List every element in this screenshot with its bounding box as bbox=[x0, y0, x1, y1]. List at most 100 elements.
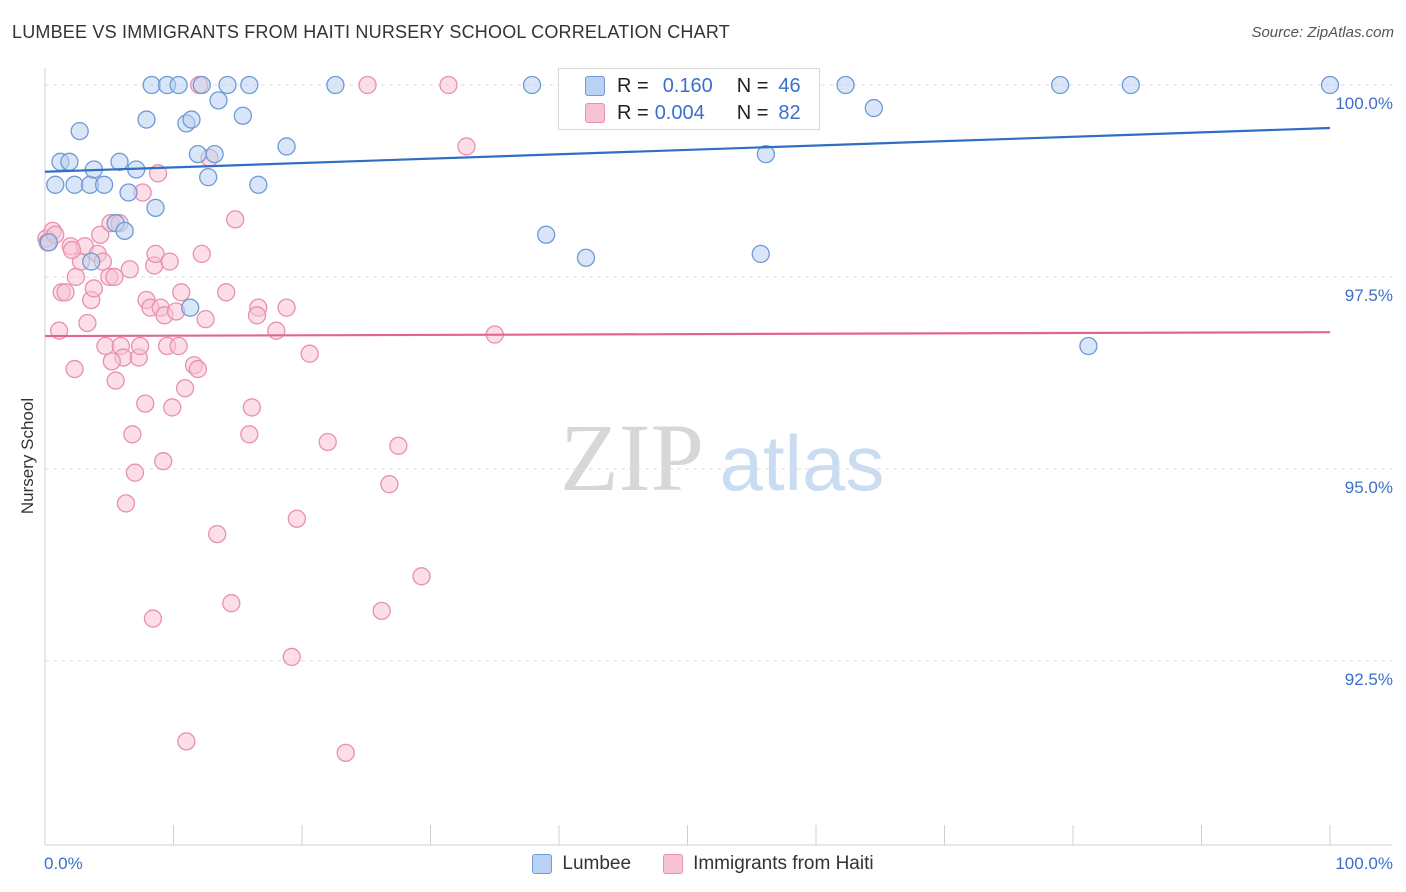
y-tick-label: 92.5% bbox=[1345, 670, 1393, 689]
haiti-point bbox=[282, 647, 301, 667]
series-legend: Lumbee Immigrants from Haiti bbox=[0, 852, 1406, 876]
haiti-point bbox=[66, 267, 85, 287]
haiti-point bbox=[123, 425, 142, 444]
data-points bbox=[37, 75, 1340, 763]
watermark: ZIP atlas bbox=[560, 404, 884, 511]
y-tick-label: 100.0% bbox=[1335, 94, 1393, 113]
lumbee-point bbox=[188, 144, 208, 164]
lumbee-point bbox=[1121, 75, 1140, 95]
lumbee-point bbox=[65, 175, 84, 194]
lumbee-point bbox=[39, 233, 59, 252]
lumbee-point bbox=[240, 75, 259, 95]
haiti-point bbox=[439, 75, 458, 95]
x-tick-label: 100.0% bbox=[1335, 854, 1393, 873]
haiti-point bbox=[125, 463, 145, 482]
lumbee-point bbox=[864, 98, 883, 118]
haiti-point bbox=[160, 252, 179, 271]
lumbee-point bbox=[169, 75, 188, 95]
haiti-point bbox=[208, 524, 227, 544]
lumbee-point bbox=[1079, 336, 1098, 356]
lumbee-point bbox=[522, 75, 542, 95]
n-label: N = bbox=[736, 101, 769, 124]
lumbee-point bbox=[60, 152, 79, 171]
lumbee-point bbox=[233, 106, 253, 125]
haiti-point bbox=[120, 260, 139, 279]
lumbee-point bbox=[199, 167, 218, 187]
haiti-point bbox=[389, 436, 408, 455]
haiti-point bbox=[130, 336, 150, 356]
haiti-point bbox=[380, 475, 399, 494]
source-credit: Source: ZipAtlas.com bbox=[1251, 24, 1394, 41]
haiti-point bbox=[65, 359, 84, 379]
haiti-point bbox=[318, 432, 337, 452]
n-value: 82 bbox=[778, 101, 801, 124]
lumbee-point bbox=[326, 75, 345, 95]
haiti-point bbox=[175, 379, 195, 398]
axes bbox=[44, 68, 1392, 846]
haiti-point bbox=[163, 398, 182, 417]
gridlines bbox=[45, 84, 1392, 662]
haiti-point bbox=[106, 371, 125, 390]
haiti-point bbox=[169, 336, 188, 356]
haiti-point bbox=[192, 244, 211, 264]
haiti-point bbox=[457, 137, 476, 156]
lumbee-point bbox=[756, 144, 776, 164]
r-label: R = bbox=[617, 101, 649, 124]
lumbee-point bbox=[1051, 75, 1070, 95]
lumbee-point bbox=[119, 183, 138, 202]
haiti-point bbox=[154, 452, 173, 471]
haiti-point bbox=[146, 244, 165, 264]
lumbee-point bbox=[249, 175, 268, 194]
haiti-point bbox=[56, 283, 75, 302]
haiti-point bbox=[136, 394, 155, 413]
haiti-point bbox=[116, 494, 136, 513]
legend-item-haiti: Immigrants from Haiti bbox=[663, 853, 874, 875]
legend-label-lumbee: Lumbee bbox=[562, 853, 632, 874]
stats-legend: R = 0.160 N = 46 R = 0.004 N = 82 bbox=[558, 68, 820, 130]
haiti-point bbox=[96, 336, 115, 356]
lumbee-point bbox=[277, 137, 296, 156]
tick-labels: 100.0% 97.5% 95.0% 92.5% 0.0% 100.0% bbox=[44, 94, 1393, 873]
lumbee-point bbox=[70, 121, 89, 141]
haiti-point bbox=[336, 743, 355, 763]
lumbee-point bbox=[537, 225, 556, 244]
r-value: 0.004 bbox=[654, 101, 705, 124]
lumbee-point bbox=[115, 221, 134, 241]
lumbee-point bbox=[205, 144, 224, 164]
haiti-point bbox=[267, 321, 286, 340]
haiti-point bbox=[242, 398, 262, 417]
haiti-point bbox=[177, 732, 196, 751]
haiti-point bbox=[78, 313, 97, 333]
legend-label-haiti: Immigrants from Haiti bbox=[693, 853, 874, 874]
lumbee-swatch bbox=[585, 76, 605, 96]
haiti-point bbox=[62, 240, 82, 260]
lumbee-point bbox=[576, 248, 596, 267]
haiti-point bbox=[358, 75, 377, 95]
watermark-zip: ZIP bbox=[560, 404, 704, 511]
haiti-point bbox=[287, 509, 307, 528]
haiti-point bbox=[188, 359, 208, 379]
legend-item-lumbee: Lumbee bbox=[532, 853, 631, 875]
lumbee-point bbox=[82, 252, 101, 271]
haiti-point bbox=[240, 425, 259, 444]
lumbee-point bbox=[181, 298, 200, 317]
lumbee-point bbox=[1320, 75, 1340, 95]
haiti-point bbox=[91, 225, 110, 244]
lumbee-point bbox=[751, 244, 770, 264]
haiti-point bbox=[247, 306, 267, 325]
haiti-swatch bbox=[663, 854, 684, 874]
lumbee-point bbox=[218, 75, 237, 95]
lumbee-swatch bbox=[532, 854, 553, 874]
haiti-point bbox=[84, 279, 103, 298]
lumbee-point bbox=[836, 75, 855, 95]
haiti-point bbox=[172, 283, 191, 302]
haiti-point bbox=[143, 609, 163, 628]
n-label: N = bbox=[736, 74, 769, 97]
haiti-point bbox=[217, 283, 236, 302]
chart-title: LUMBEE VS IMMIGRANTS FROM HAITI NURSERY … bbox=[12, 22, 730, 42]
legend-row-haiti: R = 0.004 N = 82 bbox=[585, 100, 801, 126]
haiti-swatch bbox=[585, 103, 605, 123]
haiti-point bbox=[102, 352, 121, 371]
haiti-point bbox=[372, 601, 391, 621]
